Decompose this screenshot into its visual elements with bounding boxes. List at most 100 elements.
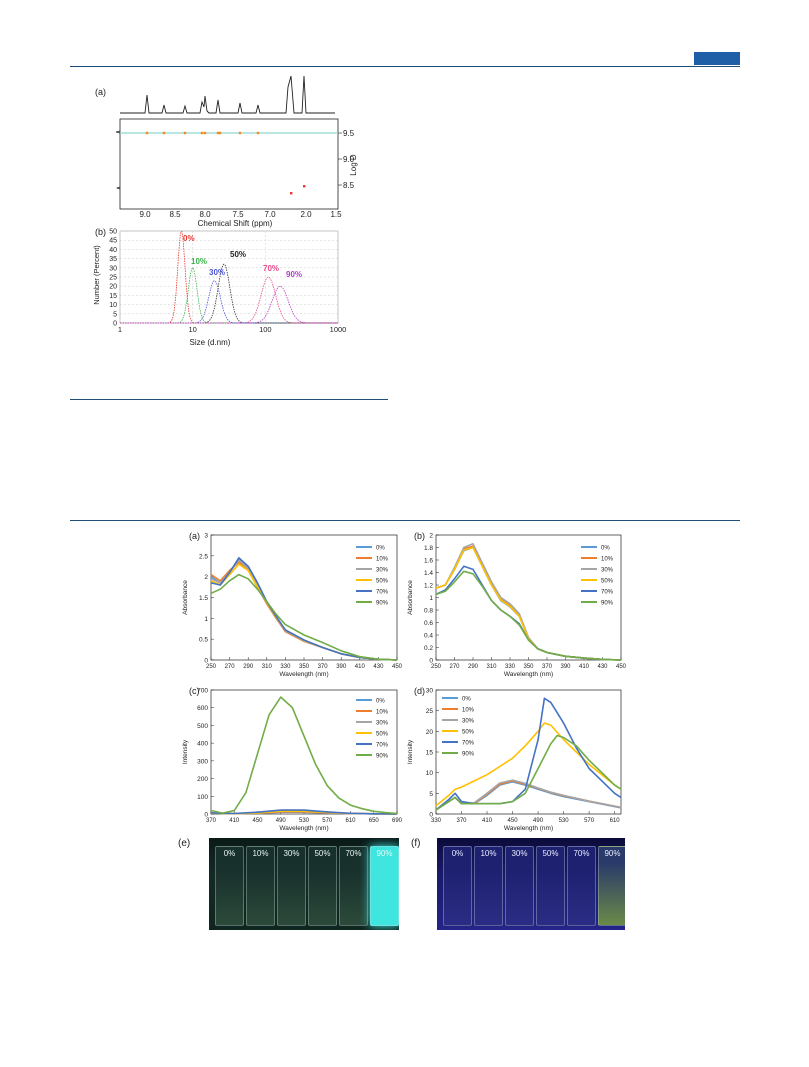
chart-xtick: 310 (262, 664, 273, 670)
fig1-b-peak-label: 90% (286, 270, 302, 279)
chart-series-50pct (435, 722, 622, 807)
vial-90pct: 90% (370, 846, 399, 926)
chart-ytick: 0 (204, 812, 208, 819)
dls-ytick: 25 (109, 275, 117, 282)
chart-panel-label: (a) (189, 531, 200, 541)
chart-xtick: 450 (392, 664, 403, 670)
dls-ytick: 50 (109, 229, 117, 236)
chart-legend-label: 90% (376, 754, 389, 760)
chart-legend-label: 90% (601, 601, 614, 607)
chart-xtick: 270 (449, 664, 460, 670)
chart-series-30pct (435, 779, 622, 811)
dosy-peak (216, 131, 220, 135)
chart-ytick: 0 (204, 658, 208, 665)
chart-xtick: 490 (533, 818, 544, 824)
dls-ytick: 40 (109, 247, 117, 254)
chart-legend-label: 30% (376, 568, 389, 574)
chart-xtick: 490 (276, 818, 287, 824)
chart-legend-label: 70% (376, 590, 389, 596)
chart-legend-label: 50% (376, 579, 389, 585)
chart-panel-label: (b) (414, 531, 425, 541)
vial-30pct: 30% (505, 846, 534, 926)
chart-xtick: 390 (336, 664, 347, 670)
chart-ytick: 5 (429, 791, 433, 798)
chart-series-50pct (210, 563, 398, 661)
chart-ytick: 3 (204, 533, 208, 540)
chart-ytick: 200 (197, 776, 208, 783)
chart-xtick: 290 (243, 664, 254, 670)
vial-label: 0% (451, 849, 464, 858)
chart-xtick: 350 (523, 664, 534, 670)
fig1-a-xtick: 7.5 (232, 210, 244, 219)
fig1-a-xtick: 1.5 (330, 210, 342, 219)
chart-xtick: 330 (505, 664, 516, 670)
vial-label: 70% (345, 849, 362, 858)
chart-xtick: 530 (299, 818, 310, 824)
fig2-panel-e-label: (e) (178, 838, 191, 849)
chart-legend-label: 70% (462, 741, 475, 747)
dls-ytick: 15 (109, 293, 117, 300)
chart-xtick: 410 (355, 664, 366, 670)
fig2-photo-e: 0% 10% 30% 50% 70% 90% (209, 838, 399, 930)
dls-ytick: 0 (113, 321, 117, 328)
chart-xtick: 310 (486, 664, 497, 670)
vial-50pct: 50% (536, 846, 565, 926)
vial-30pct: 30% (277, 846, 306, 926)
chart-xtick: 690 (392, 818, 403, 824)
fig1-b-peak-label: 50% (230, 250, 246, 259)
vial-70pct: 70% (567, 846, 596, 926)
chart-ytick: 100 (197, 794, 208, 801)
chart-xtick: 530 (559, 818, 570, 824)
chart-xtick: 370 (542, 664, 553, 670)
vial-label: 10% (252, 849, 269, 858)
dls-ytick: 30 (109, 265, 117, 272)
chart-xtick: 330 (431, 818, 442, 824)
figure1-svg: (a) 9.5 9.0 8.5 Log D 9.0 8.5 8.0 7.5 7.… (92, 75, 358, 347)
chart-series-90pct (210, 696, 398, 815)
chart-xlabel: Wavelength (nm) (504, 671, 553, 678)
dls-xtick: 1000 (330, 325, 347, 334)
vial-label: 30% (283, 849, 300, 858)
dls-series-90pct (120, 285, 338, 324)
dosy-peak (218, 131, 222, 135)
chart-ytick: 30 (426, 688, 434, 695)
fig1-a-ytick: 9.5 (343, 129, 355, 138)
chart-legend-label: 0% (376, 699, 385, 705)
chart-ytick: 2 (204, 574, 208, 581)
fig1-a-xtick: 7.0 (264, 210, 276, 219)
fig2-chart-c: (c) 0 100 200 300 400 500 600 700 370 410 450 490 530… (182, 686, 403, 832)
dosy-peak (203, 131, 207, 135)
fig1-a-ytick: 9.0 (343, 155, 355, 164)
chart-ytick: 0 (429, 658, 433, 665)
vial-label: 50% (542, 849, 559, 858)
fig1-dosy-projection-bottom (115, 186, 121, 190)
fig1-a-xtick: 8.5 (169, 210, 181, 219)
chart-ytick: 0.6 (424, 620, 433, 627)
chart-xtick: 610 (345, 818, 356, 824)
fig1-dosy-frame (119, 118, 339, 210)
fig1-b-xlabel: Size (d.nm) (190, 338, 231, 347)
chart-xtick: 330 (280, 664, 291, 670)
chart-panel-label: (d) (414, 686, 425, 696)
fig1-a-xtick: 9.0 (139, 210, 151, 219)
chart-ytick: 0 (429, 812, 433, 819)
vial-label: 50% (314, 849, 331, 858)
chart-legend-label: 30% (601, 568, 614, 574)
fig1-b-peak-label: 70% (263, 264, 279, 273)
chart-ytick: 1.4 (424, 570, 433, 577)
chart-legend-label: 10% (601, 557, 614, 563)
dosy-peak (238, 131, 242, 135)
chart-xtick: 570 (584, 818, 595, 824)
chart-legend-label: 30% (376, 721, 389, 727)
chart-series-70pct (210, 809, 398, 815)
dls-ytick: 35 (109, 256, 117, 263)
chart-legend-label: 70% (601, 590, 614, 596)
chart-ytick: 2.5 (199, 553, 208, 560)
chart-xtick: 270 (225, 664, 236, 670)
chart-legend-label: 30% (462, 719, 475, 725)
section-rule (70, 520, 740, 521)
chart-ytick: 25 (426, 708, 434, 715)
chart-legend-label: 90% (462, 752, 475, 758)
chart-xtick: 450 (252, 818, 263, 824)
chart-xtick: 370 (457, 818, 468, 824)
